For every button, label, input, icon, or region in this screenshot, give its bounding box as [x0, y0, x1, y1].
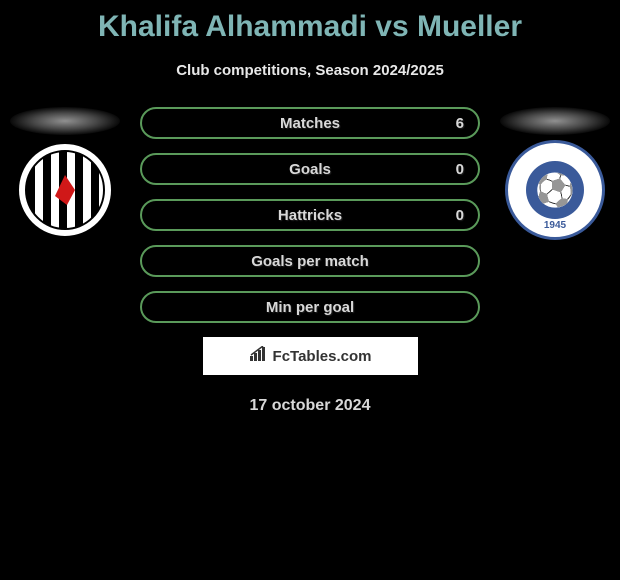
- chart-icon: [249, 346, 269, 367]
- al-nasr-logo-inner: [526, 161, 584, 219]
- stat-label: Min per goal: [266, 299, 354, 316]
- al-jazira-logo-inner: [25, 150, 105, 230]
- stat-right-value: 0: [456, 207, 464, 224]
- stat-label: Hattricks: [278, 207, 342, 224]
- al-jazira-logo: [15, 140, 115, 240]
- stat-right-value: 6: [456, 115, 464, 132]
- stats-container: 1945 Matches 6 Goals 0 Hattricks 0 Goals…: [0, 107, 620, 415]
- al-nasr-year: 1945: [544, 220, 566, 231]
- stat-label: Goals: [289, 161, 331, 178]
- competition-subtitle: Club competitions, Season 2024/2025: [0, 62, 620, 79]
- left-player-placeholder: [10, 107, 120, 135]
- right-player-area: 1945: [495, 107, 615, 240]
- stat-row-goals-per-match: Goals per match: [140, 245, 480, 277]
- stat-row-goals: Goals 0: [140, 153, 480, 185]
- stat-rows: Matches 6 Goals 0 Hattricks 0 Goals per …: [140, 107, 480, 323]
- stat-label: Matches: [280, 115, 340, 132]
- watermark-text: FcTables.com: [273, 348, 372, 365]
- stat-row-min-per-goal: Min per goal: [140, 291, 480, 323]
- stat-row-hattricks: Hattricks 0: [140, 199, 480, 231]
- al-nasr-logo: 1945: [505, 140, 605, 240]
- left-player-area: [5, 107, 125, 240]
- comparison-title: Khalifa Alhammadi vs Mueller: [0, 0, 620, 44]
- right-player-placeholder: [500, 107, 610, 135]
- stat-label: Goals per match: [251, 253, 369, 270]
- stat-row-matches: Matches 6: [140, 107, 480, 139]
- date-text: 17 october 2024: [0, 397, 620, 415]
- stat-right-value: 0: [456, 161, 464, 178]
- watermark-box: FcTables.com: [203, 337, 418, 375]
